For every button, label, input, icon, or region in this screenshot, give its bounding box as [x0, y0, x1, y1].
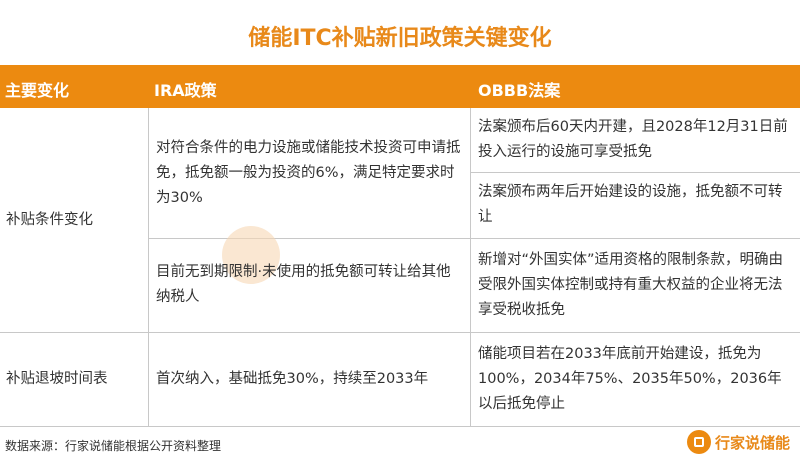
ira-cell: 目前无到期限制·未使用的抵免额可转让给其他纳税人: [156, 264, 451, 305]
ira-cell: 对符合条件的电力设施或储能技术投资可申请抵免，抵免额一般为投资的6%，满足特定要…: [156, 139, 461, 206]
obbb-cell: 法案颁布两年后开始建设的设施，抵免额不可转让: [478, 184, 783, 225]
ira-cell: 首次纳入，基础抵免30%，持续至2033年: [156, 370, 429, 387]
row-label: 补贴条件变化: [6, 211, 93, 228]
brand-logo-icon: [686, 430, 711, 454]
table-header: 主要变化 IRA政策 OBBB法案: [0, 65, 800, 108]
brand-name: 行家说储能: [714, 433, 790, 452]
divider: [0, 426, 800, 427]
divider: [148, 238, 800, 239]
obbb-cell: 新增对“外国实体”适用资格的限制条款，明确由受限外国实体控制或持有重大权益的企业…: [478, 251, 784, 318]
header-main-change: 主要变化: [5, 81, 70, 100]
watermark-logo-icon: [222, 226, 280, 284]
page-title: 储能ITC补贴新旧政策关键变化: [248, 26, 552, 51]
divider: [470, 172, 800, 173]
row-label: 补贴退坡时间表: [6, 370, 108, 387]
divider: [470, 108, 471, 426]
header-obbb: OBBB法案: [478, 81, 561, 100]
brand-logo: 行家说储能: [686, 430, 790, 454]
header-ira: IRA政策: [154, 81, 217, 100]
divider: [148, 108, 149, 426]
obbb-cell: 法案颁布后60天内开建，且2028年12月31日前投入运行的设施可享受抵免: [478, 119, 788, 160]
obbb-cell: 储能项目若在2033年底前开始建设，抵免为100%，2034年75%、2035年…: [478, 345, 782, 412]
divider: [0, 332, 800, 333]
source-note: 数据来源：行家说储能根据公开资料整理: [5, 439, 222, 453]
